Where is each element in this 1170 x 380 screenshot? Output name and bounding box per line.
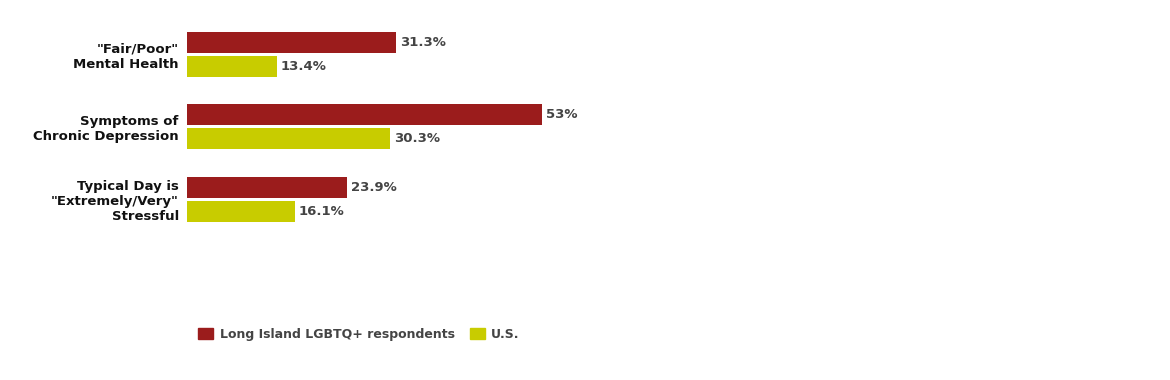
Bar (187, 128, 390, 149)
Text: 53%: 53% (545, 108, 577, 122)
Text: 16.1%: 16.1% (298, 205, 345, 218)
Bar (187, 55, 277, 77)
Text: 31.3%: 31.3% (400, 36, 446, 49)
Text: 13.4%: 13.4% (281, 60, 326, 73)
Text: 30.3%: 30.3% (394, 132, 440, 145)
Bar (187, 105, 542, 125)
Bar (187, 177, 347, 198)
Legend: Long Island LGBTQ+ respondents, U.S.: Long Island LGBTQ+ respondents, U.S. (193, 323, 524, 346)
Bar (187, 32, 397, 53)
Bar (187, 201, 295, 222)
Text: 23.9%: 23.9% (351, 181, 397, 194)
